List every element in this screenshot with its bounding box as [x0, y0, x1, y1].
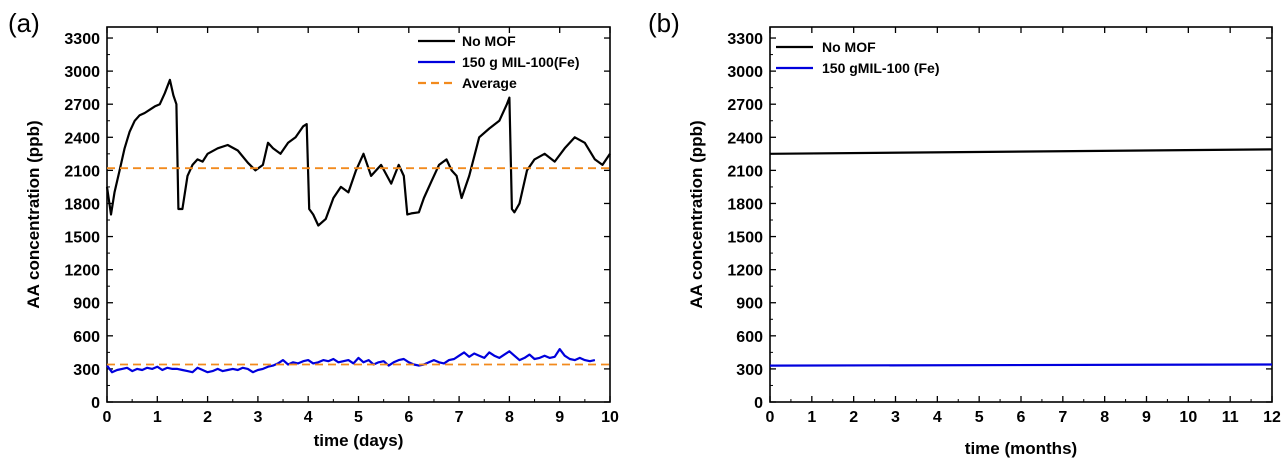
x-tick-label: 1	[153, 409, 162, 426]
y-tick-label: 300	[736, 362, 763, 379]
series-line-no-mof	[105, 78, 611, 227]
x-tick-label: 2	[203, 409, 212, 426]
x-axis-title: time (months)	[965, 439, 1077, 458]
y-tick-label: 3000	[727, 64, 763, 81]
x-tick-label: 0	[103, 409, 112, 426]
y-tick-label: 2400	[727, 130, 763, 147]
x-tick-label: 1	[807, 409, 816, 426]
series-line-150-gmil-100-fe-	[769, 363, 1273, 367]
y-tick-label: 2700	[64, 97, 100, 114]
x-tick-label: 8	[1100, 409, 1109, 426]
x-tick-label: 9	[555, 409, 564, 426]
y-tick-label: 1500	[727, 230, 763, 247]
x-tick-label: 5	[354, 409, 363, 426]
x-tick-label: 3	[253, 409, 262, 426]
y-tick-label: 900	[73, 296, 100, 313]
x-tick-label: 6	[1017, 409, 1026, 426]
legend-entry: Average	[462, 75, 517, 91]
y-tick-label: 3000	[64, 64, 100, 81]
legend-entry: No MOF	[822, 39, 876, 55]
x-tick-label: 7	[455, 409, 464, 426]
plot-frame	[769, 26, 1273, 403]
x-tick-label: 4	[304, 409, 313, 426]
y-axis-title: AA concentration (ppb)	[687, 120, 706, 308]
x-tick-label: 8	[505, 409, 514, 426]
legend-entry: No MOF	[462, 33, 516, 49]
legend-entry: 150 g MIL-100(Fe)	[462, 54, 579, 70]
y-tick-label: 2700	[727, 97, 763, 114]
x-tick-label: 2	[849, 409, 858, 426]
y-tick-label: 2400	[64, 130, 100, 147]
y-tick-label: 1200	[64, 263, 100, 280]
x-axis-title: time (days)	[314, 431, 404, 450]
y-tick-label: 1200	[727, 263, 763, 280]
x-tick-label: 4	[933, 409, 942, 426]
plot-frame	[106, 26, 611, 403]
panel-a-chart: (a) 0 1 2 3 4 5 6 7 8 9 10 0 300 600 900 1200 1500 1800 210…	[8, 8, 619, 450]
x-tick-label: 9	[1142, 409, 1151, 426]
y-tick-label: 3300	[64, 31, 100, 48]
x-tick-label: 5	[975, 409, 984, 426]
series-line-150-g-mil-100-fe-	[106, 348, 596, 374]
legend-entry: 150 gMIL-100 (Fe)	[822, 60, 939, 76]
panel-label: (a)	[8, 8, 40, 38]
x-tick-label: 6	[404, 409, 413, 426]
y-tick-label: 1800	[64, 196, 100, 213]
y-tick-label: 300	[73, 362, 100, 379]
y-tick-label: 900	[736, 296, 763, 313]
y-tick-label: 2100	[64, 163, 100, 180]
panel-label: (b)	[648, 8, 680, 38]
x-tick-label: 3	[891, 409, 900, 426]
y-tick-label: 0	[754, 395, 763, 412]
y-tick-label: 600	[73, 329, 100, 346]
y-axis-title: AA concentration (ppb)	[24, 120, 43, 308]
y-tick-label: 1800	[727, 196, 763, 213]
x-tick-label: 10	[1179, 409, 1197, 426]
series-line-no-mof	[769, 148, 1273, 155]
x-tick-label: 11	[1222, 409, 1239, 426]
y-tick-label: 2100	[727, 163, 763, 180]
y-tick-label: 3300	[727, 31, 763, 48]
x-tick-label: 12	[1263, 409, 1281, 426]
y-tick-label: 1500	[64, 230, 100, 247]
panel-b-chart: (b)0 1 2 3 4 5 6 7 8 9 10 11 12030060090012001500180…	[648, 8, 1281, 458]
x-tick-label: 7	[1058, 409, 1067, 426]
y-tick-label: 600	[736, 329, 763, 346]
x-tick-label: 0	[766, 409, 775, 426]
y-tick-label: 0	[91, 395, 100, 412]
x-tick-label: 10	[601, 409, 619, 426]
